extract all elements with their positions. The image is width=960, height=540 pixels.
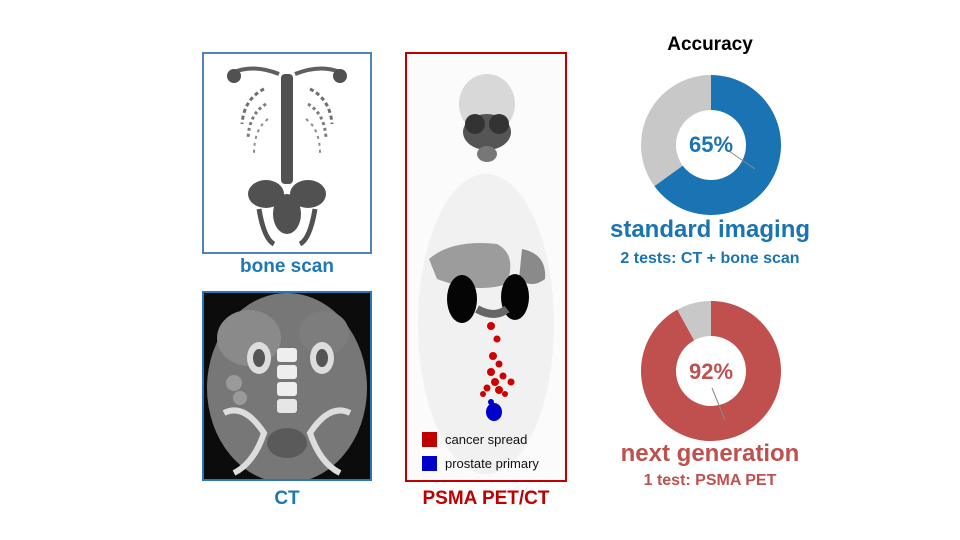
ct-panel [202, 291, 372, 481]
ct-image [204, 293, 370, 479]
psma-image [418, 74, 554, 474]
standard-imaging-subtitle: 2 tests: CT + bone scan [620, 250, 800, 267]
standard-imaging-slice-accurate [654, 75, 781, 215]
ct-caption: CT [274, 488, 300, 509]
bone-scan-panel [202, 52, 372, 254]
next-generation-slice-inaccurate [677, 301, 711, 341]
standard-imaging-donut: 65% [641, 75, 781, 215]
legend-item-prostate-primary: prostate primary [422, 456, 539, 471]
next-generation-title: next generation [620, 440, 800, 467]
next-generation-donut: 92% [641, 301, 781, 441]
prostate-primary-lesion [486, 399, 502, 421]
standard-imaging-slice-inaccurate [641, 75, 711, 187]
legend-swatch-blue [422, 456, 437, 471]
next-generation-subtitle: 1 test: PSMA PET [643, 472, 777, 489]
legend-label: cancer spread [445, 432, 528, 447]
next-generation-slice-accurate [641, 301, 781, 441]
standard-imaging-title: standard imaging [609, 216, 811, 243]
psma-caption: PSMA PET/CT [422, 488, 550, 509]
bone-scan-caption: bone scan [240, 256, 334, 277]
legend-item-cancer-spread: cancer spread [422, 432, 527, 447]
standard-imaging-value: 65% [689, 132, 733, 157]
legend-swatch-red [422, 432, 437, 447]
accuracy-heading: Accuracy [667, 34, 753, 55]
bone-scan-image [227, 66, 347, 247]
cancer-spread-lesions [480, 322, 515, 397]
legend-label: prostate primary [445, 456, 539, 471]
next-generation-value: 92% [689, 359, 733, 384]
psma-panel [405, 52, 567, 482]
